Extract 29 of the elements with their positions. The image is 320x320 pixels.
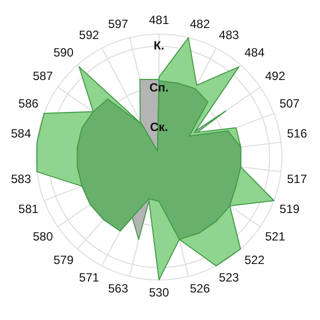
spoke-label: 507 (280, 96, 300, 110)
spoke-label: 521 (265, 230, 286, 244)
spoke-label: 519 (280, 202, 300, 216)
spoke-label: 592 (79, 28, 100, 42)
spoke-label: 583 (10, 172, 32, 186)
spoke-label: 590 (53, 46, 74, 60)
spoke-label: 571 (79, 270, 100, 285)
spoke-label: 586 (18, 96, 39, 110)
spoke-label: 484 (244, 46, 265, 60)
spoke-label: 579 (53, 253, 74, 268)
spoke-label: 516 (286, 126, 308, 141)
spoke-label: 522 (244, 253, 265, 268)
spoke-label: 530 (148, 285, 170, 300)
spoke-label: 483 (218, 28, 240, 42)
spoke-label: 597 (108, 16, 128, 31)
spoke-label: 517 (286, 172, 308, 186)
spoke-label: 492 (265, 68, 286, 83)
spoke-label: 584 (10, 126, 32, 141)
spoke-label: 581 (18, 202, 39, 216)
y-tick-label: К. (154, 38, 164, 53)
spoke-label: 523 (218, 270, 240, 285)
y-tick-label: Ск. (150, 120, 168, 134)
spoke-label: 587 (32, 68, 54, 83)
spoke-label: 481 (148, 13, 170, 28)
spoke-label: 526 (190, 282, 210, 296)
spoke-label: 580 (32, 230, 54, 244)
spoke-label: 563 (108, 282, 128, 296)
spoke-label: 482 (190, 16, 210, 31)
y-tick-label: Сп. (149, 80, 169, 94)
